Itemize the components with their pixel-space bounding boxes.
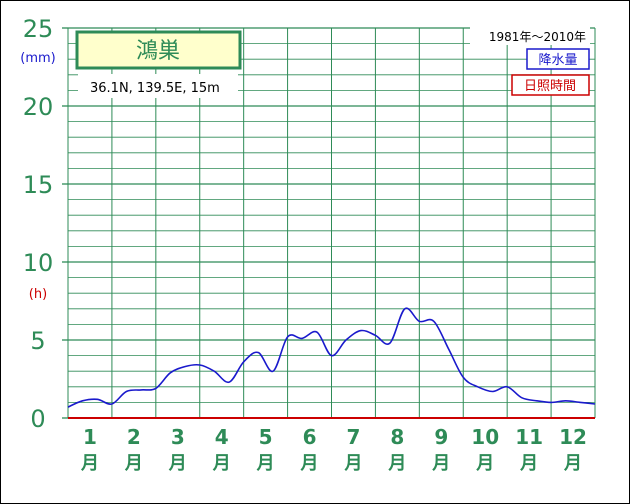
month-number-label: 12 [559, 425, 587, 449]
period-box [470, 27, 590, 45]
month-number-label: 6 [303, 425, 317, 449]
y-tick-label: 10 [23, 249, 54, 277]
month-number-label: 4 [215, 425, 229, 449]
month-kanji-label: 月 [563, 453, 582, 474]
y-tick-label: 15 [23, 171, 54, 199]
month-number-label: 10 [471, 425, 499, 449]
month-kanji-label: 月 [124, 453, 143, 474]
month-kanji-label: 月 [300, 453, 319, 474]
station-name-box [75, 30, 242, 70]
month-kanji-label: 月 [387, 453, 406, 474]
x-axis-ticks: 1 月 2 月 3 月 4 月 5 月 6 月 7 月 8 月 9 月 10 月 11 月 12 月 [80, 425, 587, 474]
series-line-precipitation [67, 307, 596, 408]
y-tick-label: 25 [23, 15, 54, 43]
y-axis-ticks: 0 5 10 15 20 25 [23, 15, 54, 433]
month-number-label: 8 [390, 425, 404, 449]
month-kanji-label: 月 [475, 453, 494, 474]
month-number-label: 5 [259, 425, 273, 449]
month-number-label: 1 [83, 425, 97, 449]
month-kanji-label: 月 [80, 453, 99, 474]
station-name: 鴻巣 [136, 39, 180, 64]
y-tick-label: 20 [23, 93, 54, 121]
month-number-label: 3 [171, 425, 185, 449]
month-number-label: 11 [515, 425, 543, 449]
legend-precipitation: 降水量 [538, 53, 577, 68]
month-number-label: 7 [346, 425, 360, 449]
series-layer [67, 307, 596, 419]
y-unit-precipitation: (mm) [20, 51, 55, 66]
month-kanji-label: 月 [168, 453, 187, 474]
y-tick-label: 5 [30, 327, 45, 355]
legend-sunshine-box [511, 74, 590, 96]
y-unit-sunshine: (h) [29, 287, 47, 302]
month-kanji-label: 月 [212, 453, 231, 474]
station-info: 36.1N, 139.5E, 15m [90, 81, 220, 96]
legend-precipitation-box [526, 48, 590, 70]
period-label: 1981年～2010年 [489, 30, 586, 44]
month-number-label: 9 [434, 425, 448, 449]
legend-sunshine: 日照時間 [524, 79, 576, 94]
station-info-box [78, 74, 238, 98]
month-kanji-label: 月 [256, 453, 275, 474]
month-number-label: 2 [127, 425, 141, 449]
month-kanji-label: 月 [431, 453, 450, 474]
month-kanji-label: 月 [343, 453, 362, 474]
month-kanji-label: 月 [519, 453, 538, 474]
y-tick-label: 0 [30, 405, 45, 433]
